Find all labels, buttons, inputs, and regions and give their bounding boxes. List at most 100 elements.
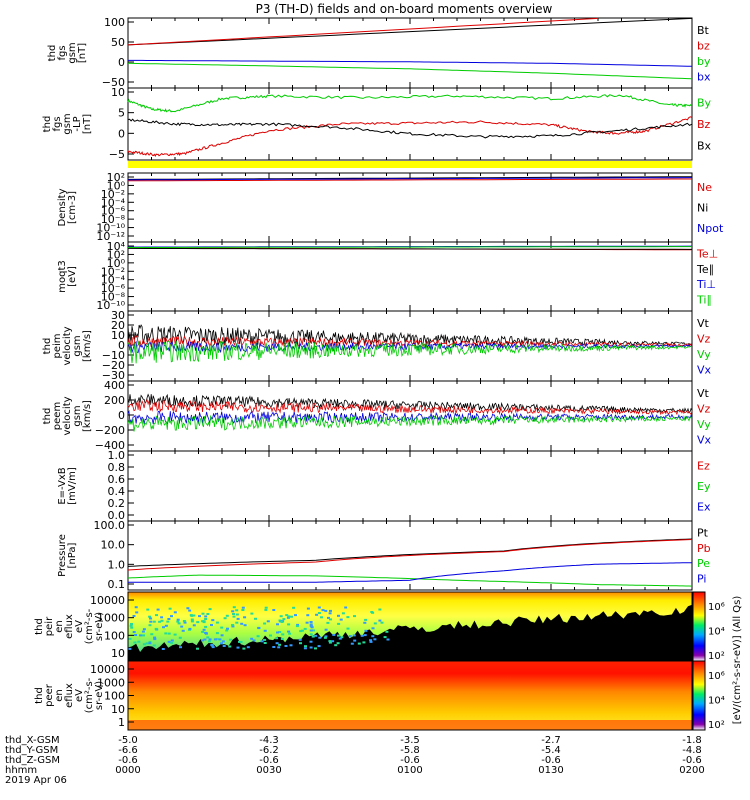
- y-axis-label: Density: [57, 188, 68, 226]
- ephemeris-value: -6.2: [259, 745, 279, 756]
- spectrogram-pixel: [164, 632, 168, 635]
- y-tick-label: 10⁻⁸: [101, 291, 126, 304]
- series-line: [127, 398, 693, 416]
- legend-entry: Vx: [697, 433, 712, 446]
- spectrogram-pixel: [360, 634, 364, 637]
- spectrogram-pixel: [167, 632, 171, 635]
- spectrogram-pixel: [206, 613, 210, 615]
- y-axis-label: thd: [42, 338, 53, 355]
- spectrogram-pixel: [208, 608, 212, 611]
- spectrogram-pixel: [285, 614, 289, 617]
- x-tick-label: 0000: [115, 765, 140, 776]
- spectrogram-pixel: [154, 627, 158, 630]
- spectrogram-pixel: [314, 647, 317, 650]
- spectrogram-pixel: [348, 635, 352, 638]
- quality-flag-bar: [128, 161, 692, 168]
- spectrogram-pixel: [305, 621, 309, 624]
- spectrogram-pixel: [220, 642, 223, 645]
- spectrogram-pixel: [228, 645, 232, 648]
- y-tick-label: 0.0: [108, 509, 126, 522]
- spectrogram-pixel: [304, 645, 307, 648]
- spectrogram-pixel: [141, 630, 145, 633]
- legend-entry: Te⊥: [696, 248, 718, 261]
- spectrogram-pixel: [260, 640, 264, 643]
- y-axis-label: velocity: [62, 326, 73, 365]
- spectrogram-pixel: [201, 630, 205, 633]
- spectrogram-pixel: [263, 629, 267, 632]
- spectrogram-pixel: [257, 627, 261, 630]
- y-tick-label: 10: [111, 647, 125, 660]
- ephemeris-value: -5.0: [118, 735, 138, 746]
- spectrogram-pixel: [279, 615, 283, 618]
- spectrogram-pixel: [280, 638, 284, 640]
- y-tick-label: −400: [95, 439, 125, 452]
- y-tick-label: 0: [118, 127, 125, 140]
- spectrogram-pixel: [235, 613, 239, 616]
- spectrogram-pixel: [240, 622, 244, 625]
- y-tick-label: 20: [111, 319, 125, 332]
- legend-entry: Ni: [697, 202, 708, 215]
- series-line: [127, 334, 693, 349]
- y-tick-label: 1.0: [108, 449, 126, 462]
- spectrogram-pixel: [167, 618, 171, 620]
- spectrogram-pixel: [180, 625, 184, 628]
- y-tick-label: 0.1: [108, 578, 126, 591]
- series-line: [127, 247, 693, 250]
- spectrogram-pixel: [160, 616, 164, 619]
- ephemeris-value: -0.6: [682, 755, 702, 766]
- spectrogram-pixel: [303, 627, 307, 630]
- spectrogram-pixel: [223, 617, 227, 620]
- y-tick-label: 0.2: [108, 497, 126, 510]
- panel-temp: [127, 241, 693, 312]
- legend-entry: Ey: [697, 480, 711, 493]
- spectrogram-pixel: [373, 622, 377, 625]
- ephemeris-value: -3.5: [400, 735, 420, 746]
- spectrogram-pixel: [231, 624, 235, 626]
- spectrogram-pixel: [167, 640, 171, 643]
- spectrogram-pixel: [281, 633, 285, 636]
- spectrogram-pixel: [275, 637, 279, 640]
- spectrogram-pixel: [177, 622, 181, 625]
- spectrogram-pixel: [202, 620, 206, 623]
- spectrogram-pixel: [142, 643, 146, 646]
- colorbar-label: [eV/(cm²-s-sr-eV)] (All Qs): [732, 596, 743, 725]
- spectrogram-pixel: [148, 624, 152, 627]
- ephemeris-label: thd_X-GSM: [5, 735, 60, 746]
- spectrogram-pixel: [176, 618, 180, 621]
- spectrogram-pixel: [130, 623, 133, 625]
- legend-entry: Bt: [697, 24, 710, 37]
- spectrogram-pixel: [383, 636, 387, 639]
- spectrogram-pixel: [295, 625, 299, 628]
- series-line: [127, 94, 693, 113]
- legend-entry: Vt: [697, 387, 710, 400]
- spectrogram-pixel: [309, 646, 313, 649]
- spectrogram-pixel: [278, 631, 282, 633]
- spectrogram-pixel: [243, 624, 247, 627]
- series-line: [127, 17, 693, 46]
- y-tick-label: 0: [118, 409, 125, 422]
- spectrogram-pixel: [290, 615, 293, 618]
- spectrogram-pixel: [215, 638, 219, 641]
- spectrogram-pixel: [145, 642, 149, 645]
- y-tick-label: 100.0: [94, 519, 126, 532]
- spectrogram-pixel: [221, 640, 225, 643]
- y-tick-label: 10⁻⁶: [101, 205, 126, 218]
- spectrogram-pixel: [188, 627, 192, 630]
- y-tick-label: 0.4: [108, 485, 126, 498]
- spectrogram-pixel: [186, 607, 190, 610]
- spectrogram-pixel: [225, 629, 229, 632]
- legend-entry: Vz: [697, 332, 711, 345]
- y-axis-label: thd: [34, 687, 45, 704]
- y-axis-label: (cm²-s-: [84, 677, 95, 713]
- spectrogram-pixel: [303, 647, 307, 650]
- legend-entry: Pt: [697, 527, 709, 540]
- spectrogram-pixel: [386, 638, 390, 641]
- spectrogram-pixel: [350, 642, 354, 645]
- y-tick-label: 1000: [97, 612, 125, 625]
- y-tick-label: 10²: [107, 248, 125, 261]
- spectrogram-pixel: [232, 606, 236, 609]
- spectrogram-pixel: [148, 642, 152, 645]
- y-axis-label: thd: [42, 116, 53, 133]
- spectrogram-pixel: [211, 646, 215, 649]
- y-axis-label: eflux: [64, 683, 75, 708]
